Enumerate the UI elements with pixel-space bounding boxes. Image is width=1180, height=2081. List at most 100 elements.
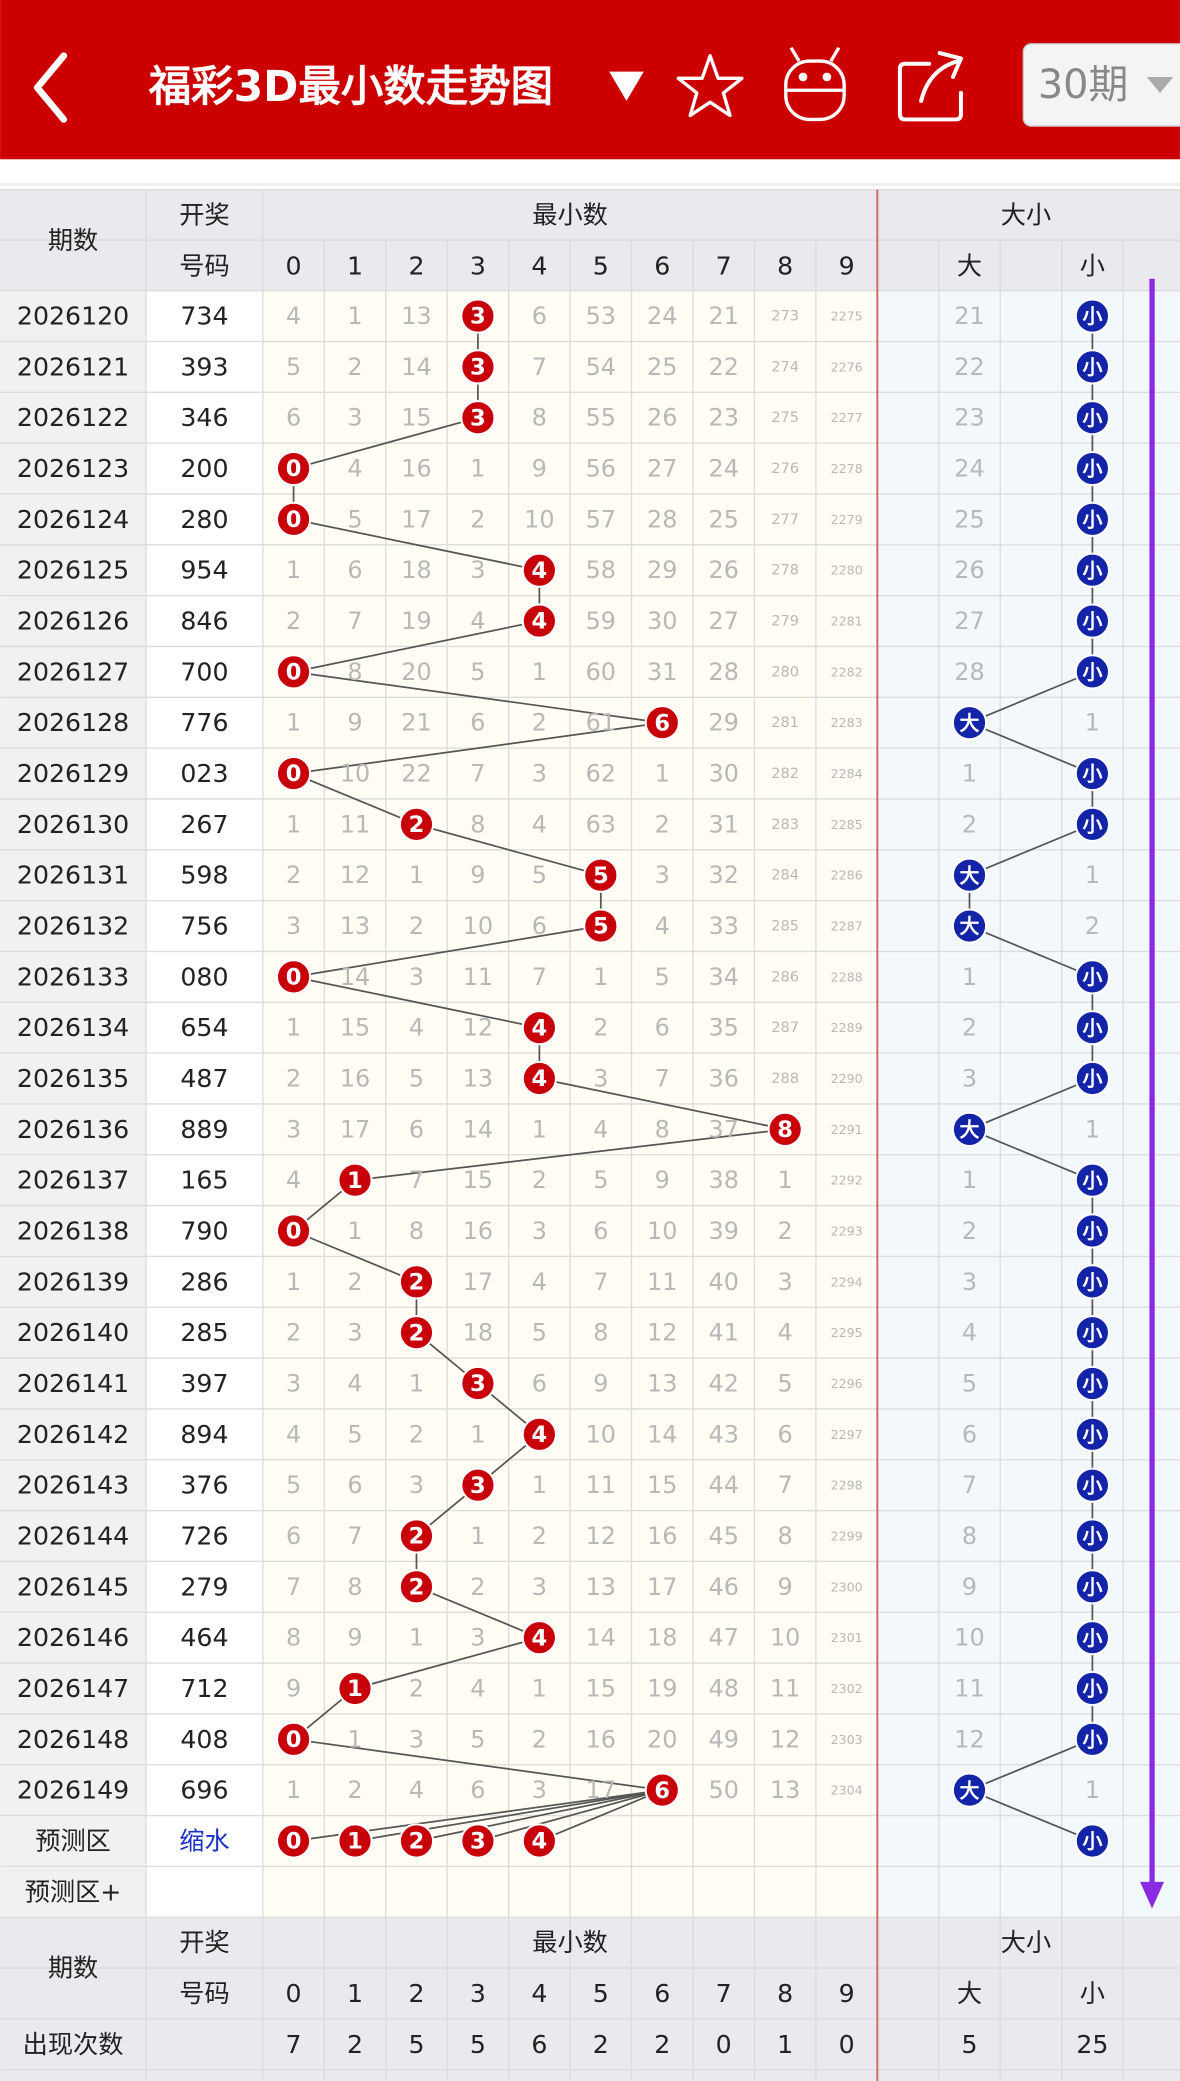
miss-count: 5 — [778, 1370, 793, 1398]
size-ball — [951, 1772, 988, 1808]
miss-count: 1 — [286, 810, 301, 838]
miss-count: 2277 — [831, 410, 863, 425]
miss-count: 3 — [286, 912, 301, 940]
trend-line — [539, 1789, 663, 1842]
miss-count: 58 — [586, 556, 616, 584]
header-digit: 1 — [347, 1979, 363, 2008]
miss-count: 16 — [586, 1725, 616, 1753]
miss-count: 4 — [532, 1268, 547, 1296]
miss-count: 2304 — [831, 1783, 863, 1798]
miss-count: 32 — [709, 861, 739, 889]
period-select-arrow[interactable] — [1146, 76, 1174, 93]
miss-count: 25 — [647, 353, 677, 381]
header-digit: 6 — [654, 252, 670, 281]
trend-line — [969, 1077, 1093, 1131]
size-miss: 26 — [954, 556, 984, 584]
period-select[interactable] — [1022, 43, 1180, 127]
header-digit: 9 — [839, 1979, 855, 2008]
min-ball-label: 3 — [470, 1473, 486, 1499]
min-ball — [644, 1772, 680, 1808]
miss-count: 28 — [647, 505, 677, 533]
scroll-indicator-head — [1140, 1881, 1165, 1909]
header-digit: 5 — [593, 252, 609, 281]
count: 5 — [408, 2030, 424, 2059]
miss-count: 45 — [709, 1522, 739, 1550]
row-number: 267 — [180, 810, 228, 839]
size-ball — [1074, 1264, 1110, 1300]
miss-count: 3 — [532, 1573, 547, 1601]
miss-count: 3 — [347, 404, 362, 432]
miss-count: 3 — [532, 1217, 547, 1245]
miss-count: 22 — [401, 760, 431, 788]
page-title[interactable]: 福彩3D最小数走势图 — [148, 63, 553, 112]
miss-count: 4 — [778, 1319, 793, 1347]
miss-count: 2289 — [831, 1020, 863, 1035]
row-period: 2026142 — [17, 1420, 129, 1449]
size-ball — [1074, 400, 1110, 436]
predict-ball — [398, 1823, 435, 1859]
trend-line — [293, 518, 540, 572]
row-period: 2026126 — [17, 607, 129, 636]
size-ball — [951, 1111, 988, 1147]
count-label: 出现次数 — [23, 2030, 124, 2059]
predict-size-ball — [1074, 1823, 1110, 1859]
row-period: 2026136 — [17, 1115, 129, 1144]
layer: 期数开奖号码最小数 大小0 1 2 3 4 5 6 7 8 9 大小期数开奖号码最小数 大小0 1 2 3 4 5… — [17, 201, 1165, 2059]
miss-count: 278 — [771, 562, 799, 579]
miss-count: 31 — [709, 810, 739, 838]
miss-count: 2 — [286, 1319, 301, 1347]
miss-count: 280 — [771, 663, 799, 680]
row-period: 2026132 — [17, 912, 129, 941]
robot-button[interactable] — [784, 46, 846, 122]
miss-count: 2290 — [831, 1071, 863, 1086]
miss-count: 8 — [347, 1573, 362, 1601]
row-number: 700 — [180, 657, 228, 686]
favorite-button[interactable] — [676, 54, 744, 118]
trend-line — [416, 1789, 663, 1842]
miss-count: 1 — [286, 1268, 301, 1296]
miss-count: 10 — [340, 760, 370, 788]
size-ball-label: 小 — [1082, 1678, 1102, 1701]
size-ball — [1074, 654, 1110, 690]
row-period: 2026130 — [17, 810, 129, 839]
miss-count: 16 — [463, 1217, 493, 1245]
size-ball — [1074, 1315, 1110, 1351]
header-digit: 7 — [716, 1979, 732, 2008]
miss-count: 57 — [586, 505, 616, 533]
row-period: 2026143 — [17, 1471, 129, 1500]
min-ball-label: 2 — [409, 812, 425, 838]
miss-count: 56 — [586, 455, 616, 483]
miss-count: 17 — [401, 505, 431, 533]
header-period: 期数 — [48, 226, 98, 255]
back-button[interactable] — [33, 52, 68, 123]
min-ball — [583, 908, 619, 944]
header-min-group: 最小数 — [532, 201, 608, 230]
miss-count: 37 — [709, 1115, 739, 1143]
title-dropdown-icon[interactable] — [609, 71, 644, 101]
row-period: 2026123 — [17, 454, 129, 483]
row-number: 954 — [180, 556, 228, 585]
size-ball-label: 小 — [1082, 763, 1102, 786]
predict-ball — [337, 1823, 373, 1859]
miss-count: 7 — [347, 607, 362, 635]
miss-count: 11 — [463, 963, 493, 991]
share-button[interactable] — [897, 51, 963, 122]
size-miss: 1 — [962, 1166, 977, 1194]
size-miss: 10 — [954, 1624, 984, 1652]
row-number: 464 — [180, 1623, 228, 1652]
size-ball-label: 小 — [1082, 509, 1102, 532]
miss-count: 3 — [409, 1725, 424, 1753]
row-number: 408 — [180, 1725, 228, 1754]
min-ball — [398, 1518, 435, 1554]
size-ball-label: 小 — [1082, 1576, 1102, 1599]
size-miss: 8 — [962, 1522, 977, 1550]
app-bar — [0, 0, 1180, 160]
miss-count: 16 — [647, 1522, 677, 1550]
size-ball-label: 小 — [1082, 1525, 1102, 1548]
period-select-label[interactable]: 30期 — [1038, 62, 1128, 108]
size-ball-label: 小 — [1082, 305, 1102, 328]
miss-count: 2288 — [831, 969, 863, 984]
row-number: 776 — [180, 708, 228, 737]
miss-count: 2285 — [831, 817, 863, 832]
min-ball-label: 1 — [347, 1676, 363, 1702]
